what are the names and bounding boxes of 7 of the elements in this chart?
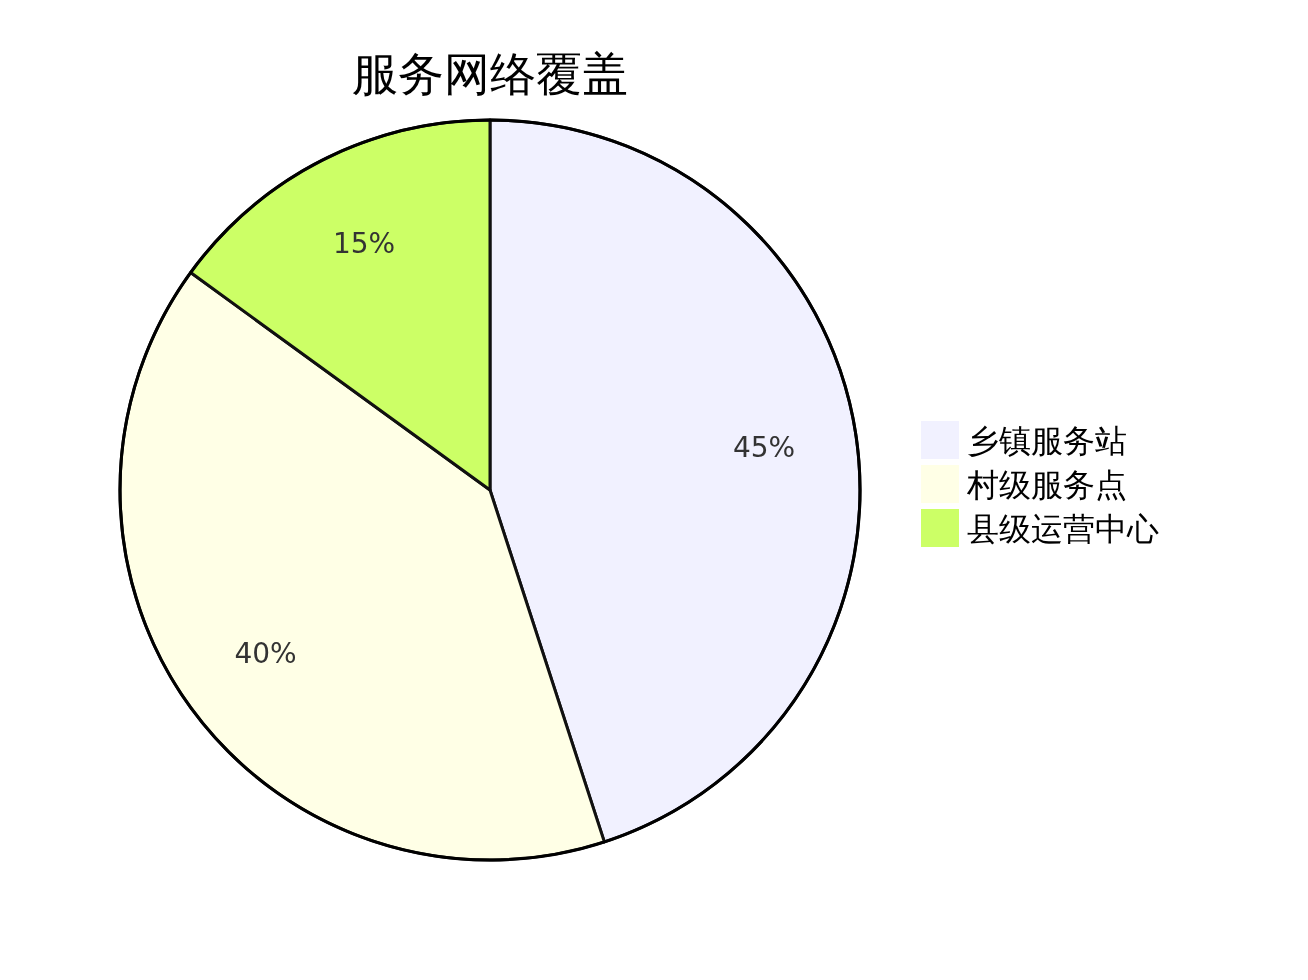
legend-label: 县级运营中心 <box>967 510 1159 548</box>
data-label: 45% <box>732 430 796 464</box>
legend-label: 村级服务点 <box>966 466 1127 504</box>
data-label: 40% <box>234 637 297 671</box>
data-label: 15% <box>332 226 396 260</box>
chart-title: 服务网络覆盖 <box>352 47 628 101</box>
slice-label: 乡镇服务站 <box>967 422 1127 460</box>
